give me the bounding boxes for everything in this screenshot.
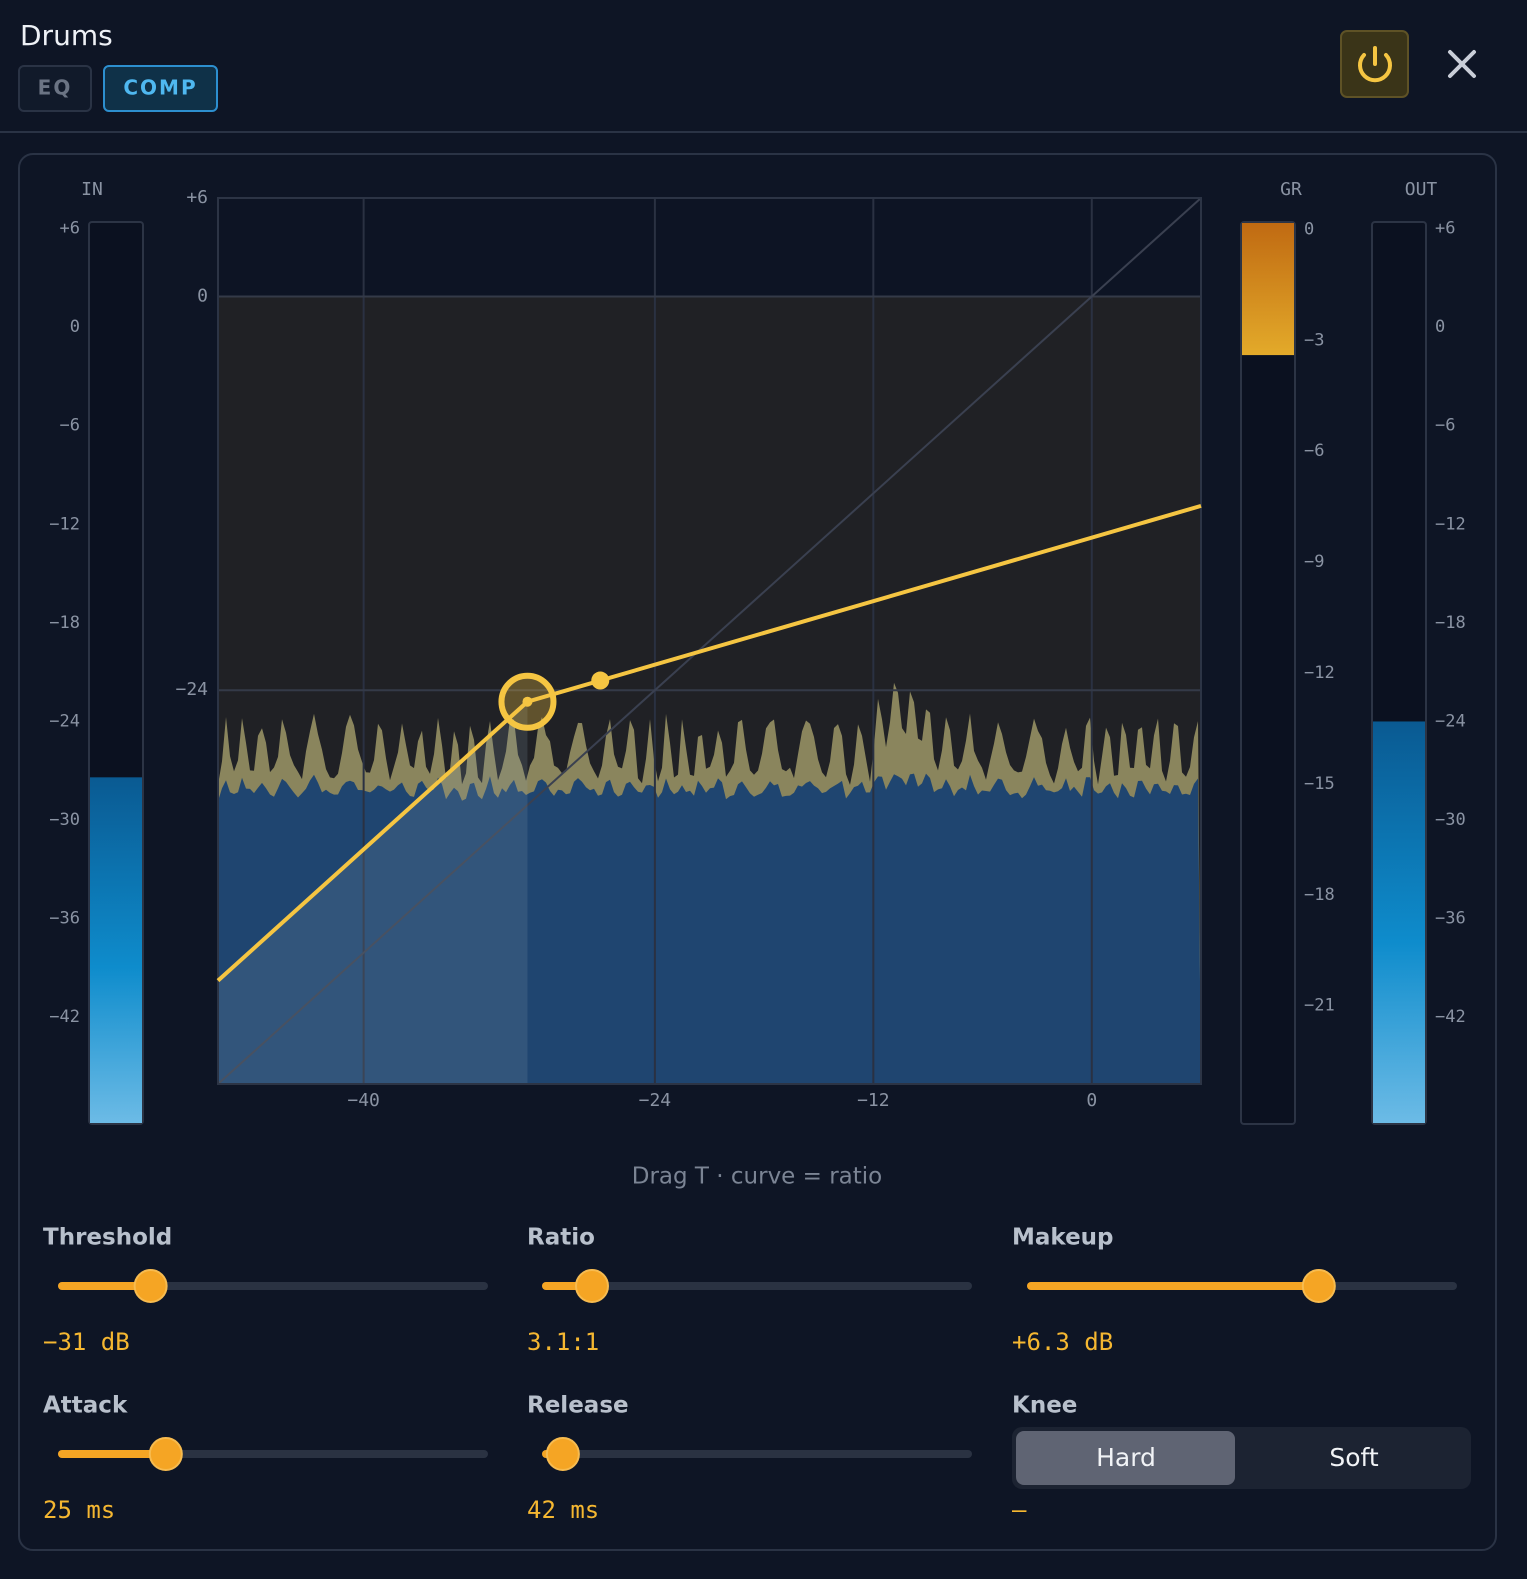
y-tick-label: −24 [175, 679, 208, 700]
threshold-dot [522, 696, 533, 707]
slider[interactable] [542, 1269, 972, 1303]
slider[interactable] [1027, 1269, 1457, 1303]
ratio-handle[interactable] [591, 671, 610, 690]
meter-label: GR [1280, 179, 1302, 200]
x-tick-label: −12 [857, 1090, 890, 1111]
title: Drums [20, 19, 113, 52]
meter-tick-label: −6 [1304, 441, 1324, 461]
meter-tick-label: −9 [1304, 552, 1324, 572]
meter-frame [1240, 221, 1296, 1125]
meter-fill [1373, 721, 1425, 1123]
slider-thumb[interactable] [148, 1437, 183, 1471]
control-label: Threshold [43, 1225, 172, 1251]
meter-tick-label: −42 [1435, 1007, 1466, 1027]
meter-tick-label: −24 [1435, 711, 1466, 731]
meter-tick-label: −36 [49, 909, 80, 929]
control-label: Knee [1012, 1393, 1077, 1419]
control-label: Attack [43, 1393, 128, 1419]
waveform-body [218, 773, 1201, 1084]
knee-option[interactable]: Soft [1329, 1443, 1379, 1472]
meter-tick-label: −42 [49, 1007, 80, 1027]
knee-option[interactable]: Hard [1016, 1431, 1235, 1485]
meter-tick-label: −21 [1304, 996, 1335, 1016]
x-tick-label: −40 [347, 1090, 380, 1111]
tab-bg [18, 65, 92, 112]
meter-fill [1242, 223, 1294, 356]
meter-tick-label: −6 [1435, 416, 1455, 436]
meter-tick-label: −12 [1304, 663, 1335, 683]
slider-thumb[interactable] [133, 1269, 168, 1303]
y-tick-label: +6 [186, 187, 208, 208]
control-value: 42 ms [527, 1496, 599, 1524]
meter-tick-label: −30 [49, 810, 80, 830]
tab-bg [103, 65, 218, 112]
slider[interactable] [58, 1437, 488, 1471]
unity-line [217, 197, 1202, 1085]
knee-option-label: Soft [1329, 1443, 1379, 1472]
control-label: Release [527, 1393, 629, 1419]
meter-tick-label: −24 [49, 711, 80, 731]
meter-tick-label: −15 [1304, 774, 1335, 794]
hint: Drag T · curve = ratio [632, 1164, 883, 1190]
control-value: −31 dB [43, 1328, 130, 1356]
control-label: Makeup [1012, 1225, 1114, 1251]
knee-option-label: Hard [1096, 1443, 1156, 1472]
tab-label: EQ [38, 76, 73, 100]
meter-tick-label: −36 [1435, 909, 1466, 929]
below-threshold-fill [218, 701, 528, 1084]
meter-fill [90, 777, 142, 1123]
meter-tick-label: +6 [1435, 219, 1455, 239]
meter-tick-label: 0 [70, 317, 80, 337]
control-label: Ratio [527, 1225, 595, 1251]
knee-option-bg [1016, 1431, 1235, 1485]
x-tick-label: 0 [1086, 1090, 1097, 1111]
meter-tick-label: −12 [1435, 514, 1466, 534]
tab-label: COMP [123, 76, 197, 100]
control-value: +6.3 dB [1012, 1328, 1113, 1356]
meter-label: OUT [1405, 179, 1438, 200]
slider-thumb[interactable] [1301, 1269, 1336, 1303]
slider-thumb[interactable] [545, 1437, 580, 1471]
slider[interactable] [58, 1269, 488, 1303]
control-value: 25 ms [43, 1496, 115, 1524]
meter-tick-label: −3 [1304, 330, 1324, 350]
meter-tick-label: −30 [1435, 810, 1466, 830]
close-button[interactable] [1448, 50, 1476, 78]
meter-tick-label: −18 [1304, 885, 1335, 905]
slider-thumb[interactable] [574, 1269, 609, 1303]
tab[interactable]: EQ [18, 65, 92, 112]
meter-tick-label: −12 [49, 514, 80, 534]
y-tick-label: 0 [197, 285, 208, 306]
meter-tick-label: 0 [1435, 317, 1445, 337]
meter-label: IN [81, 179, 103, 200]
graph-frame [217, 197, 1202, 1085]
slider[interactable] [542, 1437, 972, 1471]
tab[interactable]: COMP [103, 65, 218, 112]
meter-tick-label: 0 [1304, 219, 1314, 239]
meter-tick-label: −6 [60, 416, 80, 436]
control-value: 3.1:1 [527, 1328, 599, 1356]
meter-tick-label: −18 [49, 613, 80, 633]
x-tick-label: −24 [639, 1090, 672, 1111]
meter-tick-label: +6 [60, 219, 80, 239]
meter-tick-label: −18 [1435, 613, 1466, 633]
control-value: — [1012, 1496, 1027, 1524]
power-button[interactable] [1340, 30, 1409, 98]
